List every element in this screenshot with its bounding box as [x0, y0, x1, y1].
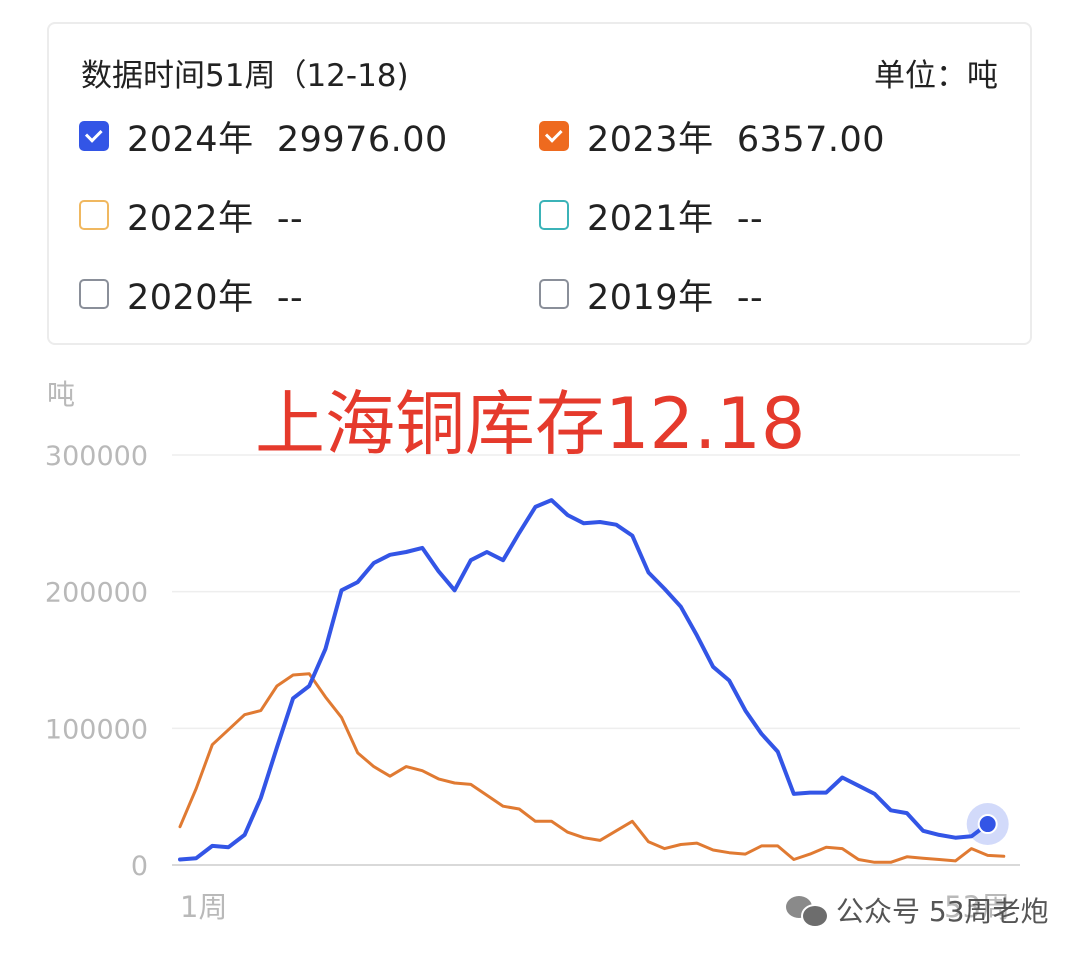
y-axis-unit: 吨 — [47, 378, 76, 411]
legend-item-2020[interactable]: 2020年 -- — [79, 274, 303, 318]
series-line-2023年 — [178, 672, 1006, 864]
checkbox-icon[interactable] — [539, 121, 569, 151]
watermark-text: 公众号 53周老炮 — [836, 895, 1049, 928]
overlay-title: 上海铜库存12.18 — [255, 383, 806, 465]
legend-item-2024[interactable]: 2024年 29976.00 — [79, 116, 448, 160]
legend-item-2019[interactable]: 2019年 -- — [539, 274, 763, 318]
y-tick-labels: 0 100000 200000 300000 — [45, 441, 148, 882]
legend-label-2023: 2023年 6357.00 — [587, 119, 886, 160]
checkbox-icon[interactable] — [79, 121, 109, 151]
gridlines — [172, 454, 1020, 866]
watermark: 公众号 53周老炮 — [786, 888, 1049, 932]
series-line-2024年 — [178, 498, 990, 862]
legend-label-2019: 2019年 -- — [587, 277, 764, 318]
x-tick-labels: 1周 53周 — [180, 890, 1010, 924]
wechat-icon — [786, 894, 829, 928]
legend-label-2020: 2020年 -- — [127, 277, 304, 318]
legend-label-2022: 2022年 -- — [127, 198, 304, 239]
unit-label: 单位：吨 — [874, 58, 998, 94]
y-tick-label: 200000 — [45, 578, 148, 609]
legend-item-2022[interactable]: 2022年 -- — [79, 195, 303, 239]
legend-panel: 数据时间51周（12-18) 单位：吨 2024年 29976.00 2023年… — [47, 22, 1032, 345]
x-tick-label: 53周 — [944, 890, 1010, 924]
checkbox-icon[interactable] — [79, 200, 109, 230]
checkbox-icon[interactable] — [79, 279, 109, 309]
y-tick-label: 300000 — [45, 441, 148, 472]
y-tick-label: 0 — [131, 851, 148, 882]
current-point-marker — [966, 803, 1009, 846]
x-tick-label: 1周 — [180, 890, 227, 924]
legend-item-2023[interactable]: 2023年 6357.00 — [539, 116, 885, 160]
data-point-2024-last[interactable] — [977, 814, 998, 835]
legend-label-2024: 2024年 29976.00 — [127, 119, 448, 160]
legend-item-2021[interactable]: 2021年 -- — [539, 195, 763, 239]
data-period-title: 数据时间51周（12-18) — [81, 58, 409, 94]
y-tick-label: 100000 — [45, 714, 148, 745]
checkbox-icon[interactable] — [539, 279, 569, 309]
legend-label-2021: 2021年 -- — [587, 198, 764, 239]
series-lines — [178, 498, 1006, 864]
checkbox-icon[interactable] — [539, 200, 569, 230]
